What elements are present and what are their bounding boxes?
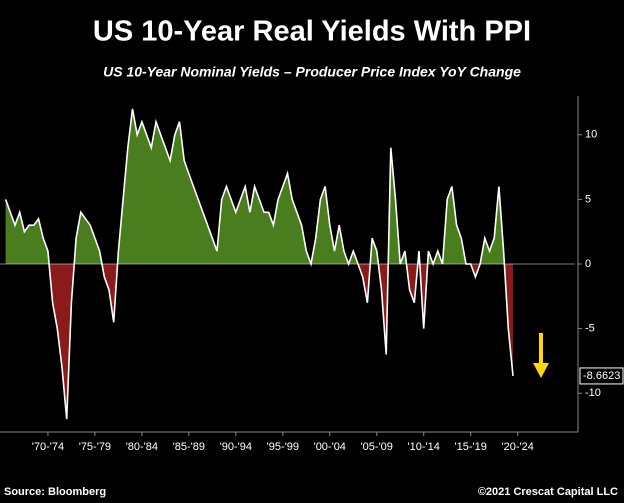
y-tick-label: 5	[585, 193, 591, 205]
x-tick-label: '95-'99	[267, 441, 299, 453]
x-tick-label: '85-'89	[173, 441, 205, 453]
x-tick-label: '90-'94	[220, 441, 252, 453]
last-value-label: -8.6623	[583, 370, 620, 382]
positive-area	[5, 108, 513, 264]
chart-subtitle: US 10-Year Nominal Yields – Producer Pri…	[103, 64, 521, 80]
x-tick-label: '15-'19	[455, 441, 487, 453]
series-line	[4, 108, 514, 420]
y-tick-label: -10	[585, 387, 601, 399]
x-tick-label: '70-'74	[32, 441, 64, 453]
x-tick-label: '75-'79	[79, 441, 111, 453]
x-tick-label: '80-'84	[126, 441, 158, 453]
credit: ©2021 Crescat Capital LLC	[478, 486, 618, 498]
y-tick-label: 0	[585, 258, 591, 270]
x-tick-label: '20-'24	[502, 441, 534, 453]
x-tick-label: '10-'14	[408, 441, 440, 453]
x-tick-label: '05-'09	[361, 441, 393, 453]
y-tick-label: 10	[585, 129, 597, 141]
negative-area	[5, 264, 513, 420]
x-tick-label: '00-'04	[314, 441, 346, 453]
y-tick-label: -5	[585, 323, 595, 335]
chart-title: US 10-Year Real Yields With PPI	[93, 16, 531, 48]
arrow	[533, 333, 549, 378]
source: Source: Bloomberg	[4, 486, 106, 498]
last-value-box	[579, 367, 624, 385]
